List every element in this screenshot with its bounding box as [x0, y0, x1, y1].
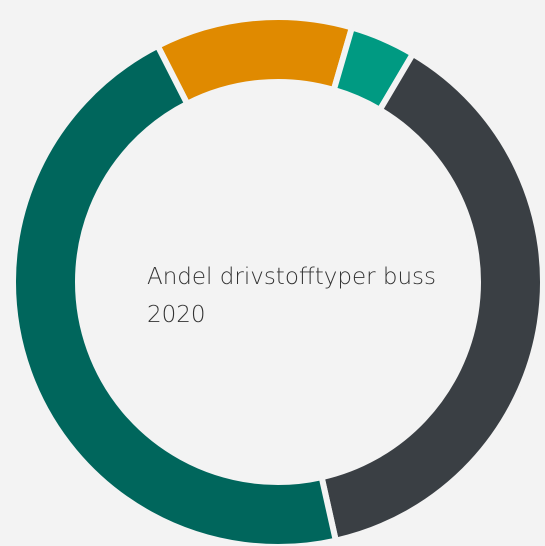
donut-segment — [153, 14, 356, 108]
donut-segment — [318, 49, 545, 545]
chart-title: Andel drivstofftyper buss 2020 — [147, 264, 437, 328]
donut-segment — [10, 41, 340, 546]
